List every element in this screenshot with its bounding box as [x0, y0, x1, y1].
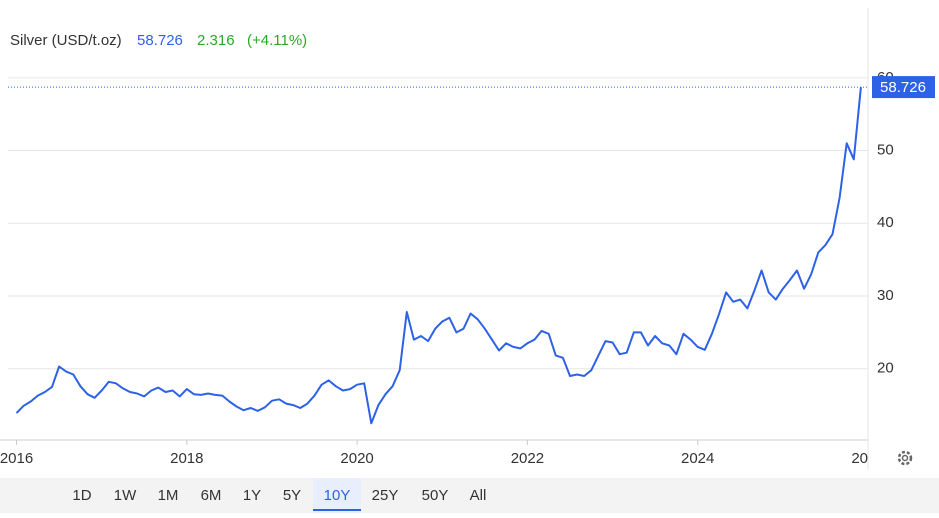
range-bar	[0, 478, 939, 513]
y-tick-label: 50	[877, 142, 894, 159]
x-tick-label: 2026	[851, 450, 884, 467]
settings-icon[interactable]	[897, 450, 913, 466]
range-button[interactable]: 5Y	[283, 487, 301, 504]
y-tick-label: 40	[877, 214, 894, 231]
price-tag-label: 58.726	[880, 79, 926, 96]
range-button[interactable]: 1M	[158, 487, 179, 504]
x-tick-label: 2018	[170, 450, 203, 467]
y-tick-label: 20	[877, 360, 894, 377]
x-tick-label: 2016	[0, 450, 33, 467]
range-button[interactable]: 6M	[201, 487, 222, 504]
y-tick-label: 30	[877, 287, 894, 304]
range-button[interactable]: 25Y	[372, 487, 399, 504]
range-button[interactable]: 10Y	[324, 487, 351, 504]
price-tag	[872, 76, 935, 99]
range-button[interactable]: 1Y	[243, 487, 261, 504]
price-line	[15, 87, 862, 425]
x-tick-label: 2022	[511, 450, 544, 467]
range-button[interactable]: All	[470, 487, 487, 504]
range-selected	[313, 478, 361, 513]
x-tick-label: 2024	[681, 450, 714, 467]
range-button[interactable]: 1D	[72, 487, 91, 504]
range-button[interactable]: 50Y	[422, 487, 449, 504]
instrument-name: Silver (USD/t.oz)	[10, 32, 122, 49]
change-percent: (+4.11%)	[247, 32, 307, 49]
range-button[interactable]: 1W	[114, 487, 137, 504]
price: 58.726	[137, 32, 183, 49]
change: 2.316	[197, 32, 235, 49]
plot-area: 2016 2018 2020 2022 2024 2026	[0, 440, 884, 467]
x-tick-label: 2020	[340, 450, 373, 467]
